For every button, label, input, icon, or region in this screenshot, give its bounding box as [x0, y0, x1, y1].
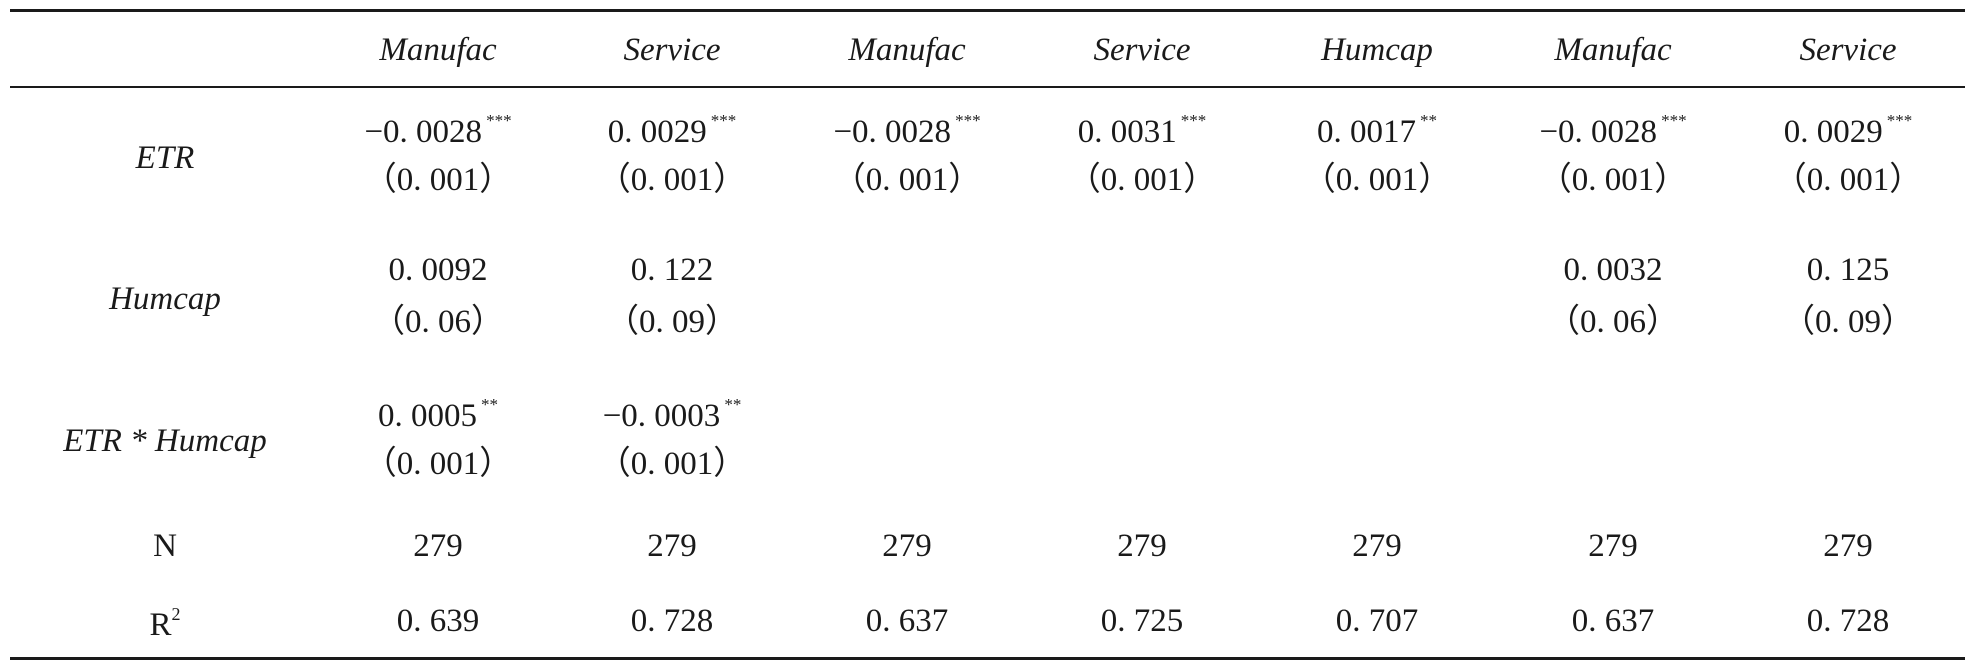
row-label-n: N [153, 528, 177, 564]
standard-error-cell: （0. 001） [1773, 162, 1923, 198]
n-value: 279 [647, 528, 697, 564]
r-squared-value: 0. 728 [1806, 603, 1890, 639]
standard-error-cell: （0. 001） [1302, 162, 1452, 198]
significance-stars: *** [1180, 111, 1207, 130]
r-squared-value: 0. 637 [865, 603, 949, 639]
coefficient-cell: −0. 0028 *** [1498, 112, 1728, 149]
significance-stars: *** [955, 111, 981, 130]
standard-error-cell: （0. 09） [606, 304, 738, 340]
significance-stars: *** [1886, 111, 1913, 130]
coefficient-cell: 0. 0031 *** [1027, 112, 1257, 149]
coefficient-value: 0. 0029 [1783, 114, 1883, 150]
significance-stars: *** [486, 111, 512, 130]
row-label: ETR [135, 140, 195, 176]
standard-error-cell: （0. 06） [372, 304, 504, 340]
coefficient-value: 0. 0017 [1317, 114, 1416, 150]
bottom-rule [10, 657, 1965, 660]
standard-error-cell: （0. 001） [832, 162, 982, 198]
standard-error-cell: （0. 001） [597, 446, 747, 482]
coefficient-value: 0. 125 [1806, 252, 1890, 288]
significance-stars: ** [481, 395, 498, 414]
significance-stars: *** [1661, 111, 1687, 130]
r-squared-value: 0. 637 [1571, 603, 1655, 639]
coefficient-cell: −0. 0003 ** [557, 396, 787, 433]
coefficient-cell: −0. 0028 *** [792, 112, 1022, 149]
significance-stars: *** [710, 111, 737, 130]
column-header: Manufac [848, 32, 966, 68]
n-value: 279 [1352, 528, 1402, 564]
coefficient-value: 0. 122 [630, 252, 714, 288]
coefficient-value: −0. 0028 [364, 114, 483, 150]
coefficient-cell: 0. 0032 [1498, 254, 1728, 287]
coefficient-value: 0. 0031 [1077, 114, 1177, 150]
r-squared-value: 0. 725 [1100, 603, 1184, 639]
coefficient-cell: 0. 0029 *** [557, 112, 787, 149]
coefficient-cell: 0. 0005 ** [323, 396, 553, 433]
coefficient-value: 0. 0032 [1563, 252, 1663, 288]
coefficient-cell: 0. 0029 *** [1733, 112, 1963, 149]
standard-error-cell: （0. 06） [1547, 304, 1679, 340]
row-label-r-squared: R2 [10, 605, 320, 642]
row-label: Humcap [109, 281, 221, 317]
coefficient-cell: 0. 0092 [323, 254, 553, 287]
column-header: Manufac [1554, 32, 1672, 68]
header-rule [10, 86, 1965, 88]
n-value: 279 [413, 528, 463, 564]
column-header: Service [1093, 32, 1191, 68]
coefficient-value: 0. 0092 [388, 252, 488, 288]
n-value: 279 [882, 528, 932, 564]
standard-error-cell: （0. 001） [1538, 162, 1688, 198]
r-label-superscript: 2 [171, 604, 181, 624]
coefficient-cell: −0. 0028 *** [323, 112, 553, 149]
coefficient-value: −0. 0028 [1539, 114, 1658, 150]
row-label: ETR * Humcap [63, 423, 267, 459]
coefficient-value: −0. 0028 [833, 114, 952, 150]
standard-error-cell: （0. 001） [1067, 162, 1217, 198]
coefficient-cell: 0. 122 [557, 254, 787, 287]
n-value: 279 [1588, 528, 1638, 564]
r-label: R [149, 607, 172, 643]
standard-error-cell: （0. 09） [1782, 304, 1914, 340]
r-squared-value: 0. 639 [396, 603, 480, 639]
standard-error-cell: （0. 001） [597, 162, 747, 198]
standard-error-cell: （0. 001） [363, 446, 513, 482]
coefficient-cell: 0. 0017 ** [1262, 112, 1492, 149]
column-header: Humcap [1321, 32, 1433, 68]
coefficient-value: −0. 0003 [602, 398, 721, 434]
coefficient-value: 0. 0029 [607, 114, 707, 150]
column-header: Service [1799, 32, 1897, 68]
standard-error-cell: （0. 001） [363, 162, 513, 198]
coefficient-cell: 0. 125 [1733, 254, 1963, 287]
n-value: 279 [1117, 528, 1167, 564]
column-header: Service [623, 32, 721, 68]
r-squared-value: 0. 728 [630, 603, 714, 639]
coefficient-value: 0. 0005 [378, 398, 477, 434]
r-squared-value: 0. 707 [1335, 603, 1419, 639]
top-rule [10, 9, 1965, 12]
column-header: Manufac [379, 32, 497, 68]
significance-stars: ** [1420, 111, 1437, 130]
n-value: 279 [1823, 528, 1873, 564]
significance-stars: ** [724, 395, 742, 414]
